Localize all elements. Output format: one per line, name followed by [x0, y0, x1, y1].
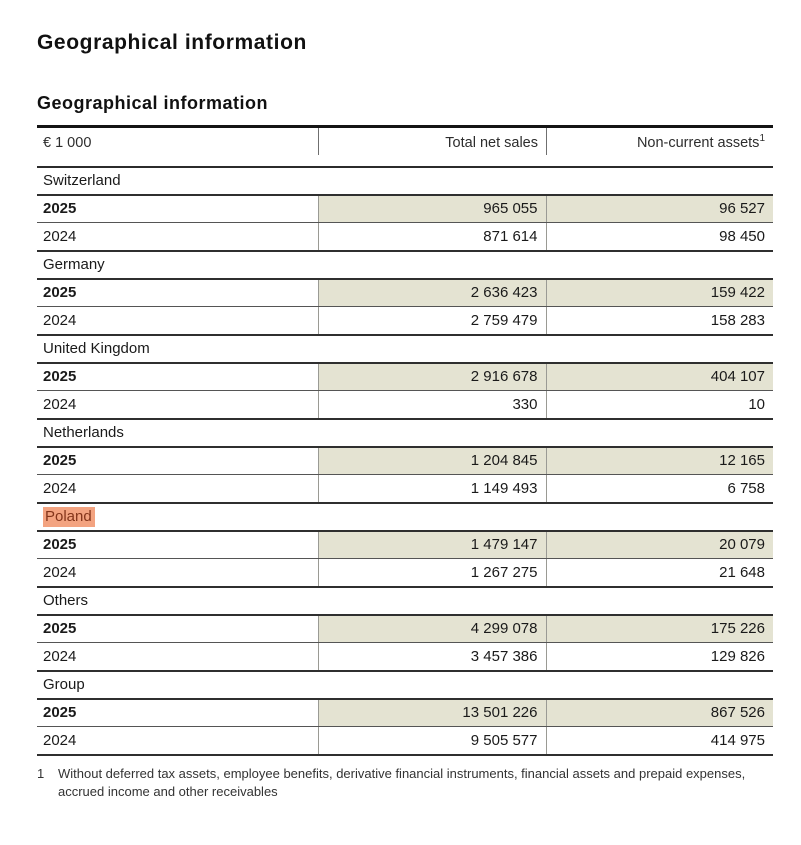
year-cell: 2024: [37, 222, 318, 252]
table-header: € 1 000 Total net sales Non-current asse…: [37, 126, 773, 167]
year-cell: 2025: [37, 698, 318, 727]
assets-cell: 129 826: [545, 642, 773, 672]
region-row-germany: Germany: [37, 250, 773, 280]
data-row: 2024 9 505 577 414 975: [37, 726, 773, 756]
assets-cell: 10: [545, 390, 773, 420]
assets-cell: 20 079: [545, 530, 773, 559]
footnote-reference: 1: [759, 133, 765, 145]
region-row-poland: Poland: [37, 502, 773, 532]
data-row: 2024 3 457 386 129 826: [37, 642, 773, 672]
assets-cell: 414 975: [545, 726, 773, 756]
net-sales-cell: 965 055: [317, 194, 546, 223]
year-cell: 2025: [37, 194, 318, 223]
assets-cell: 12 165: [545, 446, 773, 475]
net-sales-cell: 1 267 275: [317, 558, 546, 588]
assets-column-header: Non-current assets1: [546, 126, 773, 167]
net-sales-cell: 2 916 678: [317, 362, 546, 391]
region-label: United Kingdom: [43, 340, 150, 357]
year-cell: 2025: [37, 446, 318, 475]
document-page: Geographical information Geographical in…: [37, 31, 773, 803]
region-label: Netherlands: [43, 424, 124, 441]
net-sales-cell: 1 204 845: [317, 446, 546, 475]
year-cell: 2024: [37, 558, 318, 588]
data-row: 2025 4 299 078 175 226: [37, 614, 773, 643]
year-cell: 2024: [37, 390, 318, 420]
highlighted-region-label: Poland: [43, 507, 95, 527]
year-cell: 2024: [37, 474, 318, 504]
year-cell: 2025: [37, 614, 318, 643]
table-title: Geographical information: [37, 93, 269, 113]
region-label: Switzerland: [43, 172, 121, 189]
net-sales-cell: 2 636 423: [317, 278, 546, 307]
data-row: 2025 1 479 147 20 079: [37, 530, 773, 559]
assets-cell: 175 226: [545, 614, 773, 643]
assets-cell: 404 107: [545, 362, 773, 391]
net-sales-cell: 13 501 226: [317, 698, 546, 727]
footnote-marker: 1: [37, 765, 45, 781]
data-row: 2025 13 501 226 867 526: [37, 698, 773, 727]
region-row-others: Others: [37, 586, 773, 616]
data-row: 2025 1 204 845 12 165: [37, 446, 773, 475]
region-label: Germany: [43, 256, 105, 273]
data-row: 2024 1 267 275 21 648: [37, 558, 773, 588]
net-sales-cell: 9 505 577: [317, 726, 546, 756]
year-cell: 2024: [37, 726, 318, 756]
assets-cell: 98 450: [545, 222, 773, 252]
net-sales-column-header: Total net sales: [318, 126, 546, 167]
year-cell: 2025: [37, 530, 318, 559]
net-sales-cell: 1 149 493: [317, 474, 546, 504]
geographical-information-table: € 1 000 Total net sales Non-current asse…: [37, 125, 773, 756]
year-cell: 2024: [37, 306, 318, 336]
data-row: 2024 2 759 479 158 283: [37, 306, 773, 336]
assets-cell: 158 283: [545, 306, 773, 336]
year-cell: 2024: [37, 642, 318, 672]
net-sales-cell: 330: [317, 390, 546, 420]
net-sales-cell: 871 614: [317, 222, 546, 252]
page-title: Geographical information: [37, 31, 307, 54]
region-row-group: Group: [37, 670, 773, 700]
assets-cell: 96 527: [545, 194, 773, 223]
assets-cell: 6 758: [545, 474, 773, 504]
data-row: 2024 1 149 493 6 758: [37, 474, 773, 504]
table-header-row: € 1 000 Total net sales Non-current asse…: [37, 126, 773, 167]
net-sales-column-label: Total net sales: [445, 135, 538, 151]
region-label: Others: [43, 592, 89, 609]
region-row-netherlands: Netherlands: [37, 418, 773, 448]
assets-cell: 21 648: [545, 558, 773, 588]
assets-column-label: Non-current assets: [636, 135, 760, 151]
year-cell: 2025: [37, 278, 318, 307]
assets-cell: 867 526: [545, 698, 773, 727]
data-row: 2024 330 10: [37, 390, 773, 420]
net-sales-cell: 4 299 078: [317, 614, 546, 643]
unit-header: € 1 000: [43, 135, 92, 151]
region-row-switzerland: Switzerland: [37, 166, 773, 196]
footnote-text: Without deferred tax assets, employee be…: [58, 765, 746, 800]
data-row: 2025 2 916 678 404 107: [37, 362, 773, 391]
net-sales-cell: 1 479 147: [317, 530, 546, 559]
net-sales-cell: 3 457 386: [317, 642, 546, 672]
region-label: Group: [43, 676, 85, 693]
assets-cell: 159 422: [545, 278, 773, 307]
region-row-united-kingdom: United Kingdom: [37, 334, 773, 364]
footnote: 1 Without deferred tax assets, employee …: [37, 765, 773, 803]
year-cell: 2025: [37, 362, 318, 391]
net-sales-cell: 2 759 479: [317, 306, 546, 336]
data-row: 2025 2 636 423 159 422: [37, 278, 773, 307]
data-row: 2025 965 055 96 527: [37, 194, 773, 223]
data-row: 2024 871 614 98 450: [37, 222, 773, 252]
